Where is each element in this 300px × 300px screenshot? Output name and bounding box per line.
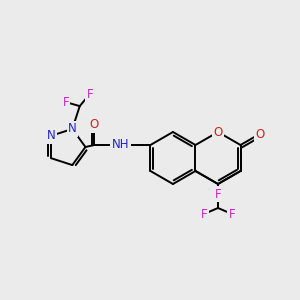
Text: F: F (201, 208, 207, 220)
Text: O: O (255, 128, 264, 140)
Text: F: F (229, 208, 235, 220)
Text: N: N (68, 122, 77, 135)
Text: O: O (213, 125, 223, 139)
Text: F: F (215, 188, 221, 200)
Text: F: F (62, 96, 69, 109)
Text: O: O (90, 118, 99, 131)
Text: F: F (86, 88, 93, 100)
Text: N: N (47, 129, 56, 142)
Text: NH: NH (112, 139, 129, 152)
